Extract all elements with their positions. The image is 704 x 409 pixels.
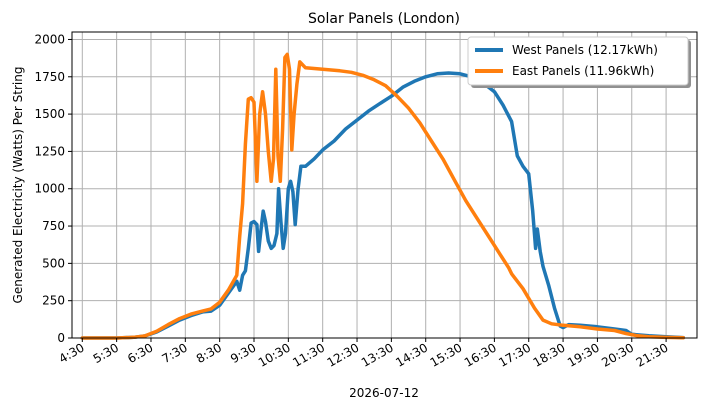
y-tick-label: 750 <box>42 219 65 233</box>
chart-title: Solar Panels (London) <box>308 11 460 27</box>
x-tick-label: 15:30 <box>428 340 465 369</box>
x-tick-label: 19:30 <box>565 340 602 369</box>
x-tick-label: 7:30 <box>159 340 189 366</box>
legend-label-east: East Panels (11.96kWh) <box>512 64 654 78</box>
x-tick-label: 21:30 <box>634 340 671 369</box>
x-tick-label: 20:30 <box>599 340 636 369</box>
series-layer <box>80 52 686 340</box>
series-line-east <box>80 52 686 340</box>
legend-box <box>467 36 689 86</box>
x-tick-label: 5:30 <box>91 340 121 366</box>
y-tick-label: 0 <box>57 331 65 345</box>
x-tick-label: 18:30 <box>531 340 568 369</box>
y-tick-label: 250 <box>42 294 65 308</box>
x-tick-label: 6:30 <box>125 340 155 366</box>
y-tick-label: 1500 <box>34 107 65 121</box>
legend-label-west: West Panels (12.17kWh) <box>512 43 658 57</box>
y-tick-label: 1750 <box>34 70 65 84</box>
legend: West Panels (12.17kWh) East Panels (11.9… <box>467 36 691 88</box>
x-tick-label: 16:30 <box>462 340 499 369</box>
x-axis-ticks: 4:30 5:30 6:30 7:30 8:30 9:3010:3011:3012:301… <box>56 338 671 370</box>
x-tick-label: 17:30 <box>496 340 533 369</box>
y-axis-ticks: 0 250 500 750 1000 1250 1500 1750 2000 <box>34 32 72 345</box>
x-tick-label: 9:30 <box>228 340 258 366</box>
y-tick-label: 500 <box>42 256 65 270</box>
y-tick-label: 1000 <box>34 182 65 196</box>
x-tick-label: 10:30 <box>256 340 293 369</box>
plot-frame <box>71 31 698 339</box>
x-tick-label: 11:30 <box>290 340 327 369</box>
y-tick-label: 2000 <box>34 32 65 46</box>
x-axis-title: 2026-07-12 <box>349 386 419 400</box>
x-tick-label: 8:30 <box>194 340 224 366</box>
x-tick-label: 14:30 <box>393 340 430 369</box>
series-line-west <box>80 71 686 340</box>
y-tick-label: 1250 <box>34 144 65 158</box>
x-tick-label: 12:30 <box>325 340 362 369</box>
y-axis-title: Generated Electricity (Watts) Per String <box>11 67 25 304</box>
x-tick-label: 13:30 <box>359 340 396 369</box>
